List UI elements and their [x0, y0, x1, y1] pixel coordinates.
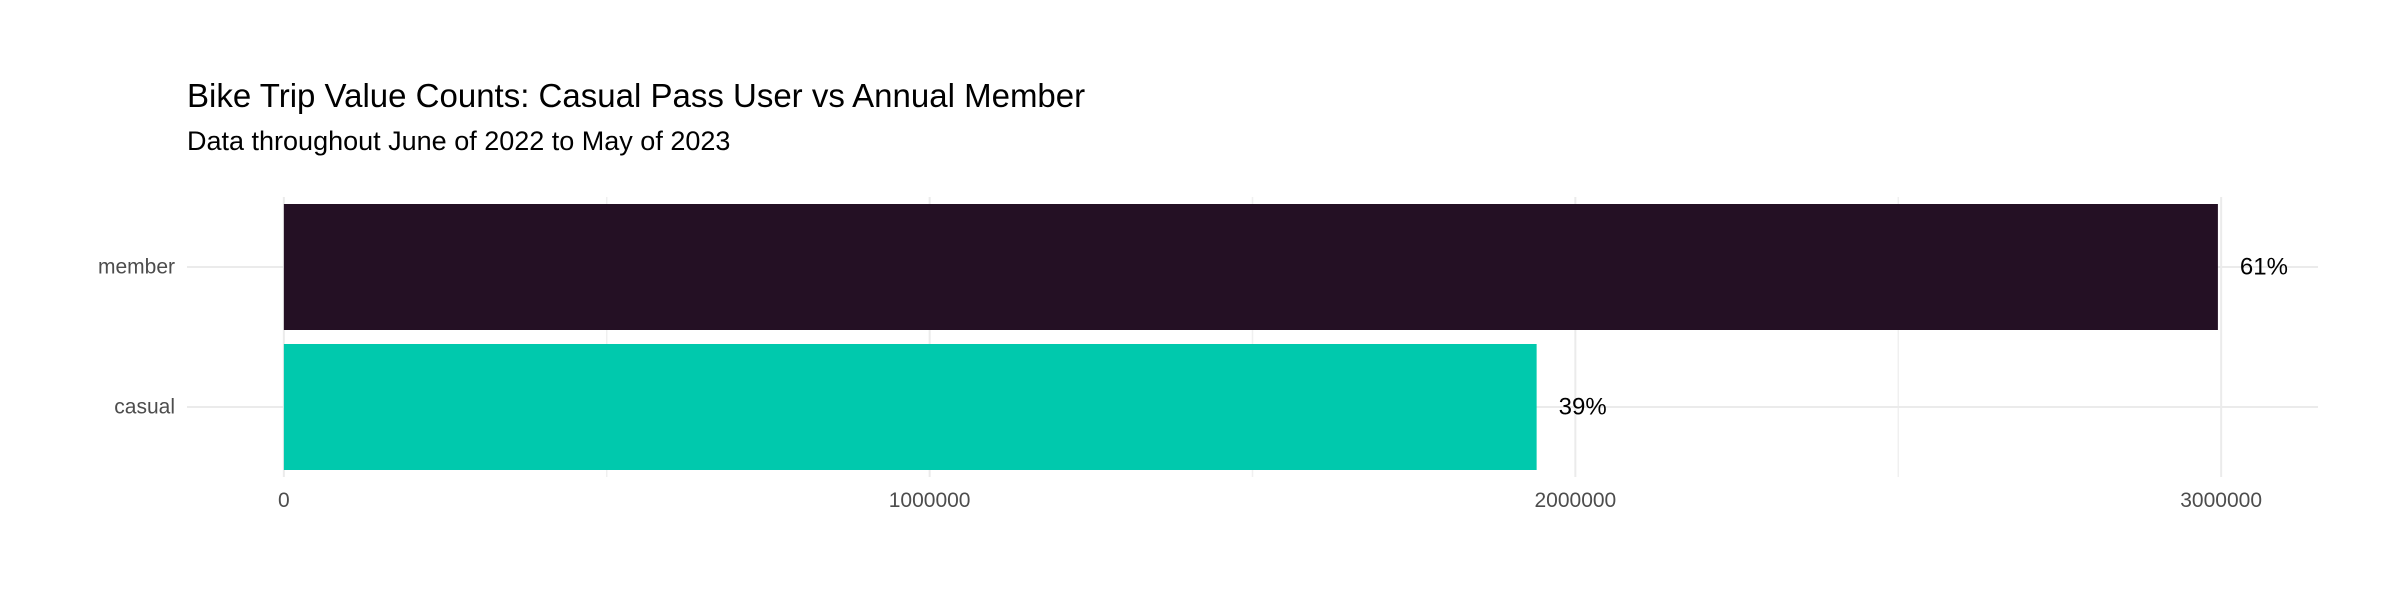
bar-member	[283, 204, 2218, 330]
x-axis-tick-labels: 0 1000000 2000000 3000000	[278, 489, 2262, 512]
y-tick-label-casual: casual	[114, 396, 175, 419]
x-tick-label: 3000000	[2180, 489, 2262, 512]
bars	[283, 204, 2218, 470]
x-tick-label: 1000000	[889, 489, 971, 512]
data-labels: 61% 39%	[1559, 254, 2288, 421]
bar-casual	[283, 344, 1537, 470]
y-tick-label-member: member	[98, 256, 175, 279]
chart-subtitle: Data throughout June of 2022 to May of 2…	[187, 126, 730, 156]
chart-title: Bike Trip Value Counts: Casual Pass User…	[187, 77, 1085, 114]
x-tick-label: 0	[278, 489, 290, 512]
data-label-casual: 39%	[1559, 394, 1607, 421]
y-axis-tick-labels: member casual	[98, 256, 175, 419]
x-tick-label: 2000000	[1534, 489, 1616, 512]
data-label-member: 61%	[2240, 254, 2288, 281]
